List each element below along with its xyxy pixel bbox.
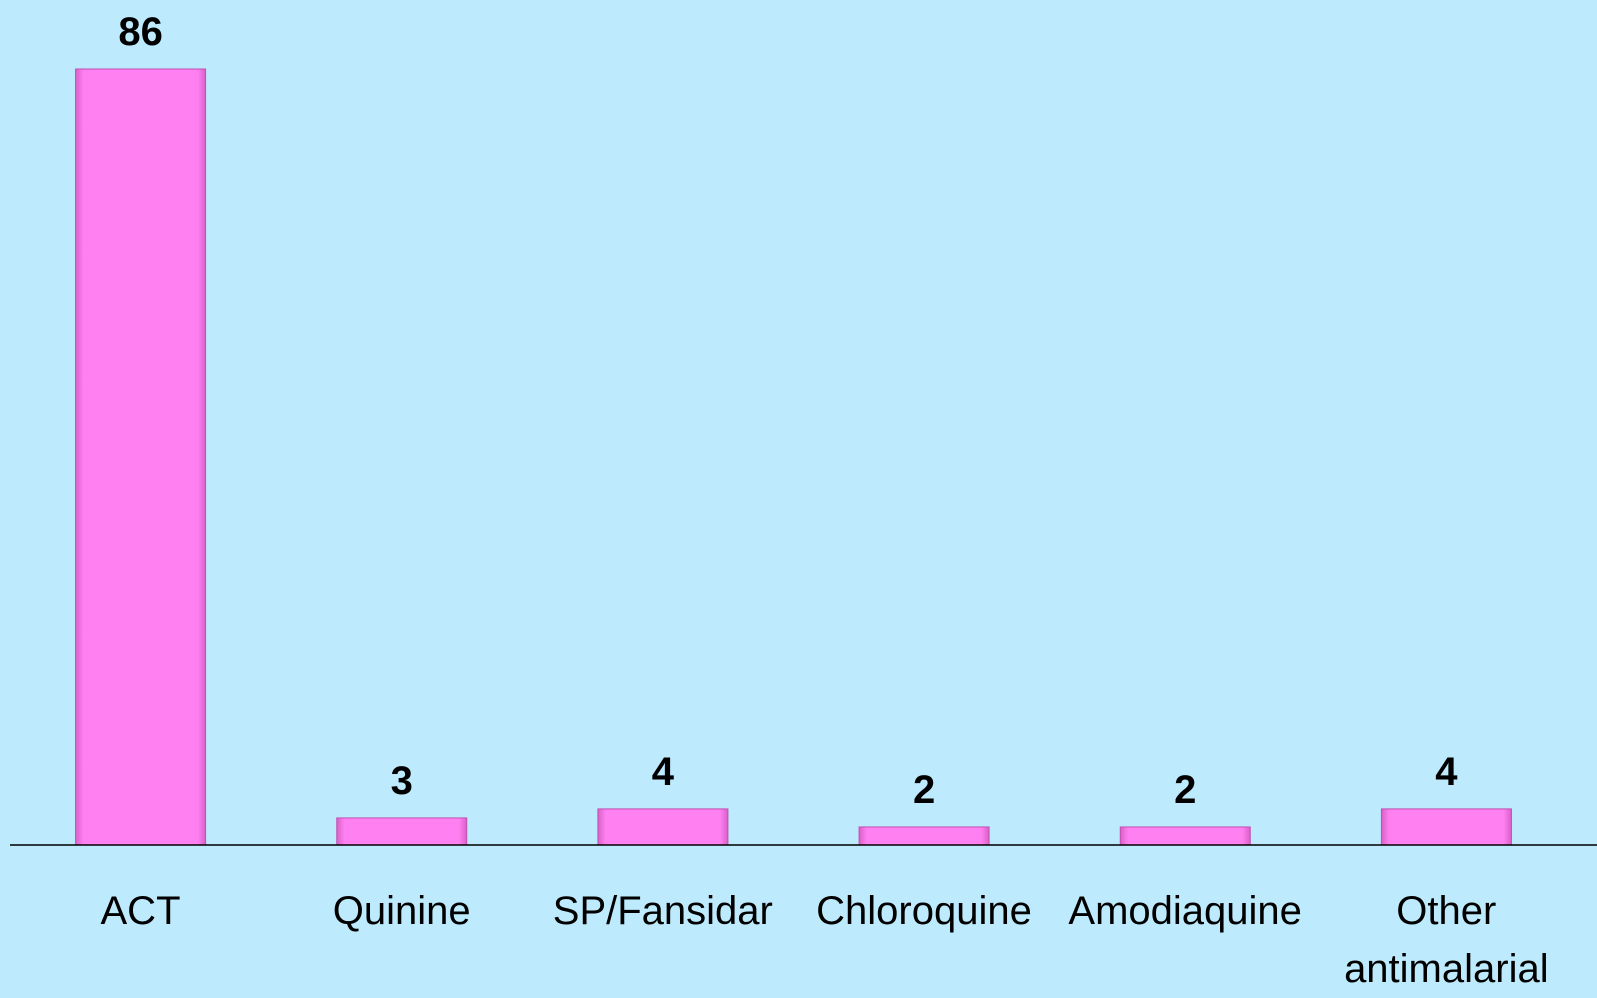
bar — [858, 826, 990, 846]
category-label: Amodiaquine — [1068, 889, 1302, 933]
category-label: Other antimalarial — [1344, 889, 1549, 991]
data-label: 4 — [1435, 750, 1458, 794]
bar — [597, 808, 729, 846]
bar — [75, 68, 207, 846]
category-label: Chloroquine — [816, 889, 1032, 933]
data-label: 2 — [1174, 768, 1196, 812]
bar — [336, 817, 468, 846]
category-label: SP/Fansidar — [552, 889, 773, 933]
data-label: 4 — [652, 750, 675, 794]
bar — [1380, 808, 1512, 846]
bar — [1119, 826, 1251, 846]
category-label: Quinine — [332, 889, 471, 933]
category-label: ACT — [100, 889, 181, 933]
data-label: 3 — [391, 759, 413, 803]
data-label: 86 — [118, 10, 163, 54]
data-label: 2 — [913, 768, 935, 812]
